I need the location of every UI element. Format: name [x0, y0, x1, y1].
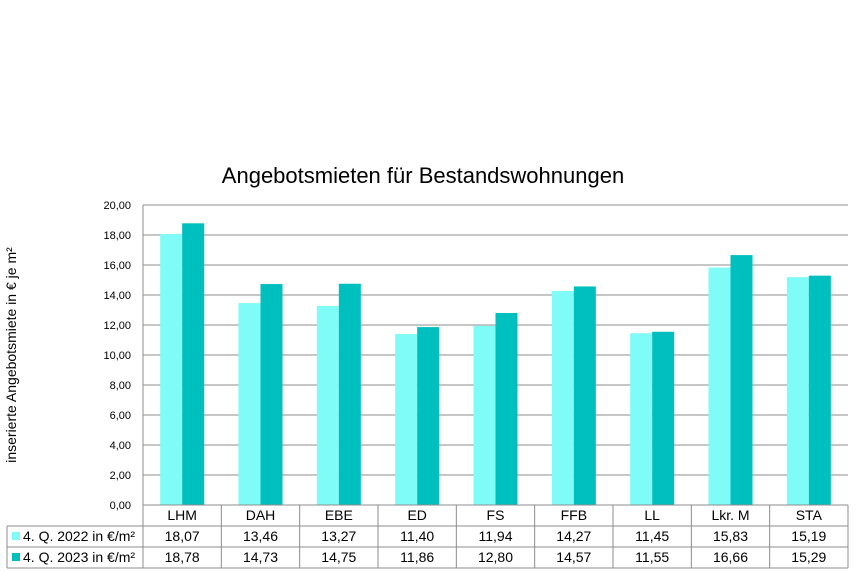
data-label: 14,75	[321, 549, 356, 565]
data-label: 11,86	[400, 549, 434, 565]
y-tick-label: 2,00	[110, 470, 131, 482]
bar-2022-lkrm	[708, 267, 731, 505]
y-tick-label: 0,00	[110, 500, 131, 512]
data-label: 15,19	[791, 528, 826, 544]
y-tick-label: 18,00	[103, 230, 131, 242]
bars	[160, 223, 831, 506]
bar-2022-lhm	[160, 233, 183, 505]
bar-2022-ll	[630, 333, 653, 505]
data-label: 11,55	[635, 549, 669, 565]
bar-2022-fs	[473, 325, 496, 505]
series-name: 4. Q. 2023 in €/m²	[23, 549, 135, 565]
bar-2022-ebe	[316, 305, 339, 505]
y-tick-label: 12,00	[103, 320, 131, 332]
category-label: Lkr. M	[711, 507, 749, 523]
data-label: 14,57	[556, 549, 591, 565]
category-label: LL	[644, 507, 660, 523]
category-label: DAH	[246, 507, 276, 523]
data-label: 12,80	[478, 549, 513, 565]
y-tick-label: 8,00	[110, 380, 131, 392]
legend-swatch	[12, 532, 20, 540]
data-label: 16,66	[713, 549, 748, 565]
data-label: 13,27	[321, 528, 356, 544]
y-tick-labels: 0,00 2,00 4,00 6,00 8,00 10,00 12,00 14,00 16,00…	[103, 200, 131, 512]
data-table: LHM DAH EBE ED FS FFB LL Lkr. M STA 4. Q. 2022 in…	[6, 504, 849, 569]
bar-2023-lkrm	[730, 255, 753, 505]
bar-2022-sta	[786, 277, 809, 505]
category-label: LHM	[167, 507, 197, 523]
data-label: 18,07	[165, 528, 200, 544]
data-label: 15,29	[791, 549, 826, 565]
bar-2023-ll	[652, 331, 675, 505]
bar-2022-ffb	[551, 290, 574, 505]
bar-2023-fs	[495, 313, 518, 505]
y-tick-label: 6,00	[110, 410, 131, 422]
legend-swatch	[12, 553, 20, 561]
chart-title: Angebotsmieten für Bestandswohnungen	[222, 163, 624, 188]
data-label: 11,40	[400, 528, 434, 544]
data-label: 14,27	[556, 528, 591, 544]
category-label: ED	[407, 507, 426, 523]
data-label: 14,73	[243, 549, 278, 565]
series-name: 4. Q. 2022 in €/m²	[23, 528, 135, 544]
y-tick-label: 14,00	[103, 290, 131, 302]
y-tick-label: 10,00	[103, 350, 131, 362]
data-label: 15,83	[713, 528, 748, 544]
y-tick-label: 4,00	[110, 440, 131, 452]
category-label: FFB	[561, 507, 587, 523]
data-label: 11,45	[635, 528, 669, 544]
y-tick-label: 20,00	[103, 200, 131, 212]
bar-2023-sta	[808, 275, 831, 505]
y-tick-label: 16,00	[103, 260, 131, 272]
bar-2023-ed	[417, 327, 440, 505]
bar-2023-ffb	[573, 286, 596, 505]
bar-2022-ed	[395, 334, 418, 505]
data-label: 13,46	[243, 528, 278, 544]
category-label: STA	[796, 507, 823, 523]
y-axis-title: inserierte Angebotsmiete in € je m²	[3, 247, 19, 463]
data-label: 18,78	[165, 549, 200, 565]
data-label: 11,94	[479, 528, 513, 544]
category-label: FS	[487, 507, 505, 523]
bar-2023-ebe	[338, 283, 361, 505]
bar-2022-dah	[238, 303, 261, 505]
bar-2023-lhm	[182, 223, 205, 506]
category-label: EBE	[325, 507, 353, 523]
bar-2023-dah	[260, 284, 283, 505]
